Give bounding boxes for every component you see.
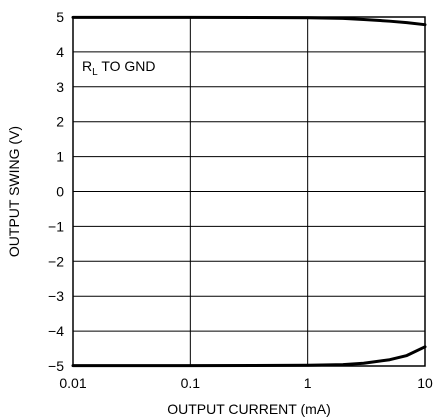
annotation-main: R xyxy=(82,58,92,74)
y-tick-labels: 5 4 3 2 1 0 −1 −2 −3 −4 −5 xyxy=(48,9,64,374)
y-tick-label: 0 xyxy=(56,184,64,200)
y-tick-label: 3 xyxy=(56,79,64,95)
x-tick-label: 10 xyxy=(417,375,433,391)
y-tick-label: 4 xyxy=(56,44,64,60)
x-tick-label: 1 xyxy=(304,375,312,391)
y-tick-label: −2 xyxy=(48,253,64,269)
y-tick-label: 5 xyxy=(56,9,64,25)
series-negative-swing xyxy=(73,347,425,366)
y-tick-label: −3 xyxy=(48,288,64,304)
x-tick-labels: 0.01 0.1 1 10 xyxy=(59,375,433,391)
y-tick-label: 2 xyxy=(56,114,64,130)
x-tick-label: 0.01 xyxy=(59,375,86,391)
y-tick-label: −5 xyxy=(48,358,64,374)
series-positive-swing xyxy=(73,17,425,24)
y-tick-label: −1 xyxy=(48,218,64,234)
y-axis-label: OUTPUT SWING (V) xyxy=(6,126,22,257)
x-tick-label: 0.1 xyxy=(181,375,201,391)
y-tick-label: −4 xyxy=(48,323,64,339)
y-tick-label: 1 xyxy=(56,149,64,165)
annotation-rest: TO GND xyxy=(98,58,156,74)
annotation-rl-to-gnd: RL TO GND xyxy=(82,58,156,78)
x-axis-label: OUTPUT CURRENT (mA) xyxy=(167,401,331,417)
